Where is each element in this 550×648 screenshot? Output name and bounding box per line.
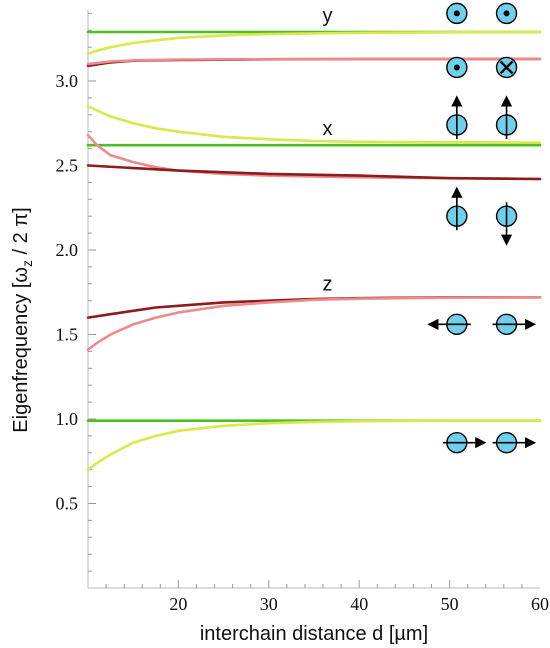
y-tick-label: 0.5 (56, 493, 79, 513)
mode-icon-z-in-phase (442, 431, 537, 454)
y-tick-label: 1.0 (56, 409, 79, 429)
mode-label-z: z (323, 274, 333, 296)
text-layer: 0.5 1.0 1.5 2.0 2.5 3.0 20 30 40 50 60 y x z (56, 5, 550, 614)
y-tick-label: 2.5 (56, 155, 79, 175)
mode-icon-x-out-of-phase (446, 186, 518, 246)
x-tick-label: 60 (531, 594, 549, 614)
series-line-yellow (86, 105, 542, 144)
series-layer (86, 30, 542, 471)
series-line-darkred (86, 164, 542, 181)
series-line-pink (86, 57, 542, 66)
y-axis-label-tail: / 2 π] (10, 207, 32, 260)
series-line-yellow (86, 419, 542, 471)
mode-icon-y-out-of-phase (446, 56, 518, 79)
mode-icon-layer (427, 2, 537, 454)
mode-icon-y-in-phase (446, 2, 518, 25)
mode-label-y: y (323, 5, 333, 27)
y-tick-label: 2.0 (56, 240, 79, 260)
y-tick-label: 1.5 (56, 324, 79, 344)
series-line-yellow (86, 30, 542, 56)
y-axis-label: Eigenfrequency [ωz / 2 π] (10, 207, 35, 432)
x-tick-label: 40 (350, 594, 368, 614)
y-axis-label-main: Eigenfrequency [ω (10, 267, 32, 433)
x-tick-label: 50 (441, 594, 459, 614)
x-tick-label: 20 (169, 594, 187, 614)
series-line-pink (86, 296, 542, 351)
y-axis-label-subscript: z (19, 260, 35, 267)
ion-dot-symbol (453, 64, 460, 71)
ion-cross-symbol (499, 60, 514, 75)
x-tick-label: 30 (260, 594, 278, 614)
mode-label-x: x (323, 118, 333, 140)
mode-icon-z-out-of-phase (427, 313, 537, 336)
mode-icon-x-in-phase (446, 95, 518, 139)
ion-dot-symbol (503, 10, 510, 17)
ion-dot-symbol (453, 10, 460, 17)
y-tick-label: 3.0 (56, 71, 79, 91)
x-axis-label: interchain distance d [µm] (200, 623, 428, 645)
